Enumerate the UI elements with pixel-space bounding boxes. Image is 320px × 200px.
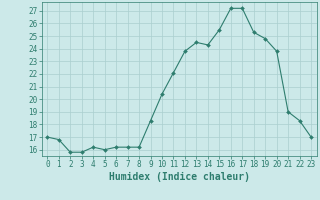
X-axis label: Humidex (Indice chaleur): Humidex (Indice chaleur) [109, 172, 250, 182]
